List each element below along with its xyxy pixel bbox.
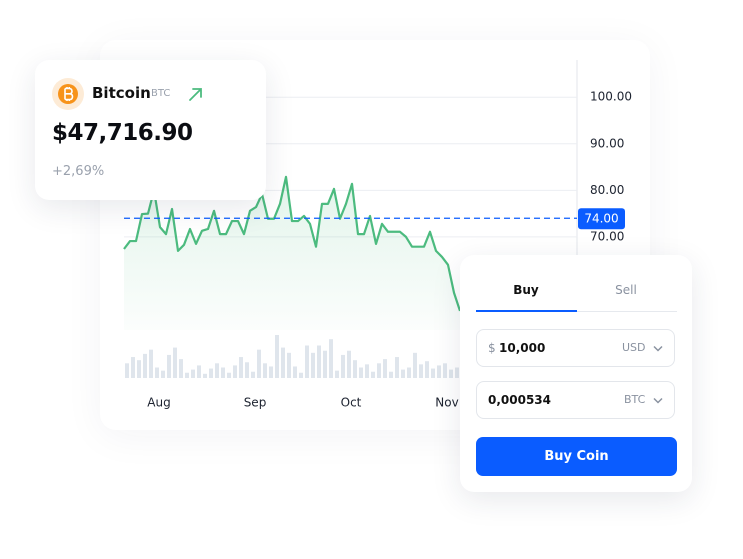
- volume-bar: [299, 372, 303, 378]
- volume-bar: [155, 367, 159, 378]
- volume-bar: [209, 368, 213, 378]
- amount-prefix: $: [488, 341, 496, 355]
- volume-bar: [233, 365, 237, 378]
- sell-tab[interactable]: Sell: [615, 283, 637, 297]
- coin-symbol: BTC: [151, 88, 171, 99]
- buy-button[interactable]: Buy Coin: [476, 437, 677, 476]
- volume-bar: [143, 353, 147, 378]
- volume-bar: [257, 349, 261, 378]
- current-price-badge: [578, 208, 625, 230]
- volume-bar: [455, 367, 459, 378]
- volume-bar: [431, 368, 435, 378]
- volume-bar: [395, 357, 399, 378]
- coin-name: Bitcoin: [92, 84, 151, 102]
- volume-bar: [179, 359, 183, 378]
- volume-bar: [203, 373, 207, 378]
- y-tick-label: 70.00: [590, 229, 624, 243]
- volume-bar: [425, 361, 429, 378]
- volume-bar: [173, 347, 177, 378]
- volume-bar: [137, 360, 141, 378]
- volume-bar: [371, 371, 375, 378]
- amount-field[interactable]: $ 10,000 USD: [476, 329, 675, 367]
- volume-bar: [167, 354, 171, 378]
- volume-bar: [245, 362, 249, 378]
- y-tick-label: 90.00: [590, 136, 624, 150]
- volume-bar: [341, 354, 345, 378]
- x-tick-label: Oct: [341, 396, 362, 410]
- receive-field[interactable]: 0,000534 BTC: [476, 381, 675, 419]
- volume-bar: [311, 352, 315, 378]
- volume-bar: [191, 369, 195, 378]
- x-tick-label: Aug: [147, 396, 170, 410]
- volume-bar: [323, 350, 327, 378]
- amount-value: 10,000: [499, 341, 546, 355]
- volume-bar: [359, 367, 363, 378]
- volume-bar: [227, 372, 231, 378]
- volume-bar: [239, 357, 243, 378]
- volume-bar: [275, 335, 279, 378]
- volume-bar: [215, 363, 219, 378]
- coin-card: Bitcoin BTC $47,716.90 +2,69%: [35, 60, 266, 200]
- chevron: [653, 397, 663, 404]
- volume-bar: [443, 363, 447, 378]
- coin-price: $47,716.90: [52, 120, 193, 146]
- volume-bar: [317, 345, 321, 378]
- volume-bar: [401, 369, 405, 378]
- volume-bar: [353, 360, 357, 378]
- volume-bar: [161, 370, 165, 378]
- volume-bar: [305, 345, 309, 378]
- chevron: [653, 345, 663, 352]
- volume-bar: [269, 366, 273, 378]
- amount-currency[interactable]: USD: [622, 341, 646, 354]
- coin-change: +2,69%: [52, 164, 105, 179]
- volume-bar: [365, 364, 369, 378]
- volume-bar: [389, 371, 393, 378]
- volume-bar: [293, 366, 297, 378]
- area: [124, 176, 460, 330]
- y-tick-label: 80.00: [590, 183, 624, 197]
- volume-bar: [197, 365, 201, 378]
- y-tick-label: 100.00: [590, 90, 632, 104]
- volume-bar: [251, 371, 255, 378]
- volume-bar: [185, 372, 189, 378]
- volume-bar: [287, 352, 291, 378]
- volume-bar: [407, 367, 411, 378]
- volume-bar: [383, 359, 387, 378]
- volume-bar: [221, 367, 225, 378]
- volume-bar: [419, 364, 423, 378]
- current-price-label: 74.00: [584, 211, 618, 225]
- trend-arrow: [189, 88, 202, 101]
- volume-bar: [377, 363, 381, 378]
- volume-bar: [131, 357, 135, 378]
- receive-value: 0,000534: [488, 393, 552, 407]
- x-tick-label: Nov: [435, 396, 458, 410]
- receive-currency[interactable]: BTC: [624, 393, 646, 406]
- volume-bar: [149, 349, 153, 378]
- volume-bar: [335, 370, 339, 378]
- volume-bar: [281, 347, 285, 378]
- line: [123, 175, 462, 312]
- volume-bar: [347, 350, 351, 378]
- volume-bar: [125, 363, 129, 378]
- volume-bar: [449, 369, 453, 378]
- volume-bar: [437, 365, 441, 378]
- trade-card: Buy Sell $ 10,000 USD 0,000534 BTC Buy C…: [460, 255, 692, 492]
- volume-bar: [413, 352, 417, 378]
- tab-indicator: [476, 310, 577, 312]
- buy-tab[interactable]: Buy: [513, 283, 539, 297]
- volume-bar: [263, 363, 267, 378]
- x-tick-label: Sep: [244, 396, 267, 410]
- coin-icon: [52, 78, 84, 110]
- volume-bar: [329, 339, 333, 378]
